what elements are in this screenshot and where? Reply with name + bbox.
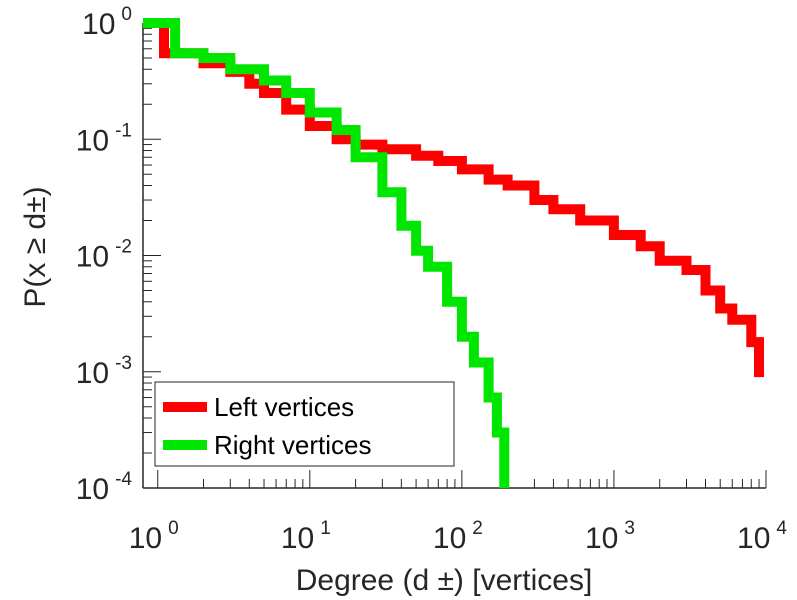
- y-tick-label: 10 -3: [76, 353, 132, 390]
- x-tick-label: 10 3: [585, 518, 635, 555]
- legend-box: [154, 381, 455, 467]
- series-line-right: [143, 18, 510, 488]
- y-tick-label: 10 -1: [76, 120, 132, 157]
- y-tick-label: 10 -4: [76, 469, 133, 506]
- y-tick-label: 10 0: [82, 4, 132, 41]
- y-tick-label: 10 -2: [76, 237, 132, 274]
- x-tick-label: 10 2: [433, 518, 483, 555]
- legend-label: Left vertices: [214, 392, 354, 422]
- x-tick-label: 10 1: [281, 518, 331, 555]
- y-axis-label: P(x ≥ d±): [19, 186, 52, 307]
- legend: Left vertices Right vertices: [154, 381, 455, 467]
- plot-area: [142, 18, 767, 489]
- x-tick-label: 10 4: [737, 518, 787, 555]
- x-axis-label: Degree (d ±) [vertices]: [296, 564, 593, 597]
- legend-label: Right vertices: [214, 430, 372, 460]
- series-line-left: [143, 18, 764, 378]
- x-tick-labels: 10 0 10 1 10 2 10 3 10 4: [129, 518, 788, 555]
- x-tick-label: 10 0: [129, 518, 179, 555]
